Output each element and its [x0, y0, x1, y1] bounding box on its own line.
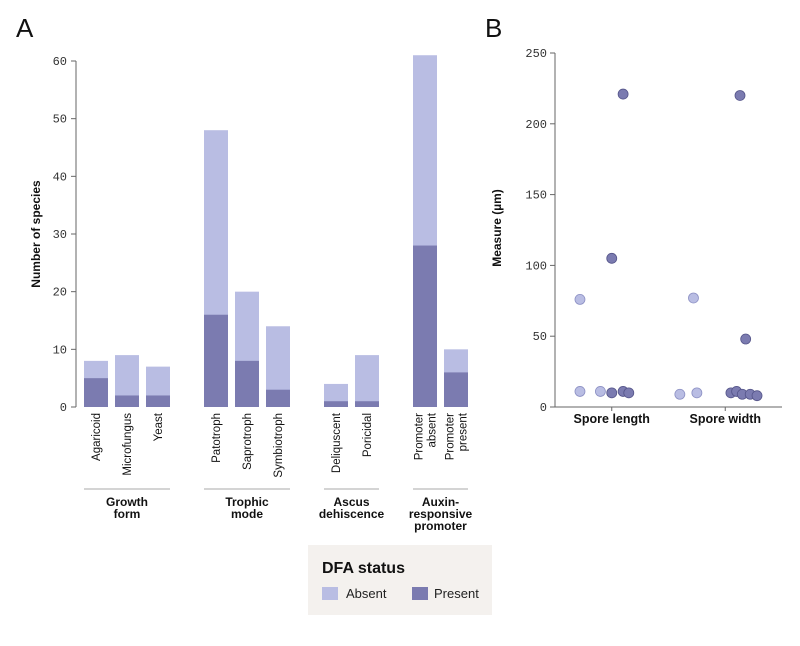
- bar-present: [84, 378, 108, 407]
- y-axis-title: Number of species: [29, 180, 43, 288]
- bar-present: [324, 401, 348, 407]
- bar-present: [146, 395, 170, 407]
- category-label: absent: [427, 412, 439, 447]
- point-absent: [595, 386, 606, 397]
- point-absent: [688, 292, 699, 304]
- point-absent: [674, 388, 686, 400]
- category-label: Agaricoid: [91, 413, 103, 461]
- y-tick-label: 10: [53, 343, 67, 357]
- point-present: [606, 387, 618, 399]
- bar-absent: [355, 355, 379, 407]
- point-present: [734, 90, 746, 101]
- bar-present: [235, 360, 259, 407]
- group-label: responsive: [409, 507, 473, 521]
- bar-present: [355, 401, 379, 407]
- category-label: Promoter: [414, 413, 426, 460]
- point-absent: [574, 386, 586, 397]
- legend: DFA status Absent Present: [308, 545, 492, 615]
- panel-b-letter: B: [485, 13, 502, 43]
- category-label: Yeast: [153, 412, 165, 441]
- y-tick-label: 30: [53, 228, 67, 242]
- legend-swatch-present: [412, 587, 428, 600]
- y-tick-label: 100: [525, 259, 547, 273]
- point-present: [606, 252, 618, 264]
- y-tick-label: 150: [525, 189, 547, 203]
- group-label: mode: [231, 507, 263, 521]
- legend-label-present: Present: [434, 586, 479, 601]
- y-tick-label: 200: [525, 118, 547, 132]
- y-tick-label: 60: [53, 55, 67, 69]
- category-label: Poricidal: [362, 413, 374, 457]
- point-present: [751, 390, 763, 402]
- category-label: Microfungus: [122, 413, 134, 476]
- bar-chart: 0 10 20 30 40 50 60 Number of species Agaricoid M…: [29, 55, 473, 533]
- y-tick-label: 50: [53, 113, 67, 127]
- point-present: [617, 88, 629, 100]
- bar-present: [115, 395, 139, 407]
- point-present: [740, 333, 752, 345]
- group-label: dehiscence: [319, 507, 385, 521]
- category-label: Saprotroph: [242, 413, 254, 470]
- scatter-chart: 0 50 100 150 200 250 Measure (µm) Spore length S…: [490, 47, 782, 426]
- bar-present: [266, 389, 290, 407]
- y-axis-title: Measure (µm): [490, 189, 504, 267]
- legend-title: DFA status: [322, 560, 405, 577]
- category-label: Deliquscent: [331, 412, 343, 473]
- point-absent: [691, 387, 703, 399]
- group-label: Growth: [106, 495, 148, 509]
- y-tick-label: 50: [533, 330, 547, 344]
- group-label: promoter: [414, 519, 467, 533]
- group-label: Trophic: [225, 495, 269, 509]
- y-tick-label: 0: [60, 401, 67, 415]
- point-absent: [574, 293, 586, 305]
- x-category-label: Spore length: [574, 412, 650, 426]
- group-label: Auxin-: [422, 495, 459, 509]
- point-present: [623, 387, 635, 399]
- panel-a-letter: A: [16, 13, 34, 43]
- bar-present: [444, 372, 468, 407]
- y-tick-label: 20: [53, 286, 67, 300]
- y-tick-label: 250: [525, 47, 547, 61]
- y-tick-label: 0: [540, 401, 547, 415]
- category-label: Symbiotroph: [273, 413, 285, 478]
- legend-label-absent: Absent: [346, 586, 387, 601]
- category-label: Patotroph: [211, 413, 223, 463]
- legend-background: [308, 545, 492, 615]
- y-tick-label: 40: [53, 170, 67, 184]
- category-label: Promoter: [445, 413, 457, 460]
- group-label: Ascus: [333, 495, 369, 509]
- bar-present: [204, 314, 228, 407]
- bar-present: [413, 245, 437, 407]
- group-label: form: [114, 507, 141, 521]
- x-category-label: Spore width: [689, 412, 761, 426]
- category-label: present: [458, 412, 470, 451]
- legend-swatch-absent: [322, 587, 338, 600]
